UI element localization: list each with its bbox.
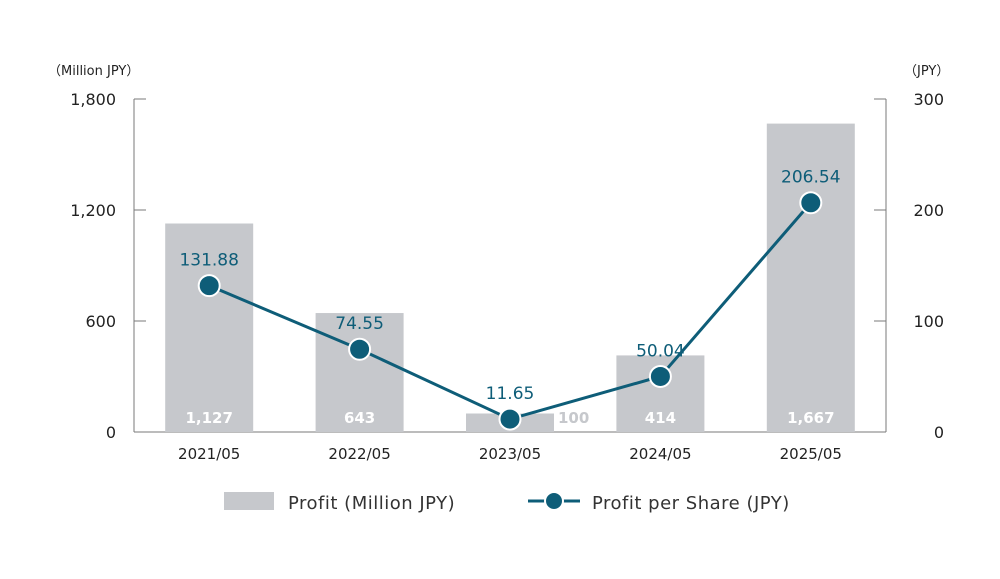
category-labels: 2021/05 2022/05 2023/05 2024/05 2025/05 [178,445,842,463]
right-axis-tick-label: 200 [913,201,944,220]
eps-point [498,407,522,431]
legend-bar-swatch [224,492,274,510]
x-axis-category-label: 2021/05 [178,445,240,463]
x-axis-category-label: 2024/05 [629,445,691,463]
x-axis-category-label: 2022/05 [328,445,390,463]
bar [315,313,404,432]
left-axis-tick-label: 600 [85,312,116,331]
eps-value-label: 11.65 [486,384,535,404]
bar-value-label: 414 [645,409,676,427]
right-axis-tick-label: 0 [934,423,944,442]
bar-value-label: 100 [558,409,589,427]
right-axis-tick-label: 300 [913,90,944,109]
legend-line-label: Profit per Share (JPY) [592,493,790,514]
bar-value-label: 1,127 [185,409,232,427]
legend: Profit (Million JPY) Profit per Share (J… [224,491,790,514]
right-axis-unit: （JPY） [904,64,949,79]
line-series: 131.88 74.55 11.65 50.04 206.54 [179,168,841,431]
eps-point [348,337,372,361]
eps-value-label: 206.54 [781,168,840,188]
eps-point [197,274,221,298]
axes: 0 600 1,200 1,800 0 100 200 300 [70,90,944,442]
bar-value-label: 643 [344,409,375,427]
eps-point [799,191,823,215]
legend-bar-label: Profit (Million JPY) [288,493,455,514]
right-axis-tick-label: 100 [913,312,944,331]
eps-value-label: 74.55 [335,314,384,334]
x-axis-category-label: 2023/05 [479,445,541,463]
bars: 1,127 643 100 414 1,667 [165,123,855,432]
legend-line-marker [544,491,564,511]
eps-point [648,364,672,388]
bar [165,223,254,432]
bar-value-label: 1,667 [787,409,834,427]
x-axis-category-label: 2025/05 [780,445,842,463]
left-axis-tick-label: 1,800 [70,90,116,109]
left-axis-tick-label: 0 [106,423,116,442]
left-axis-unit: （Million JPY） [48,64,139,79]
left-axis-tick-label: 1,200 [70,201,116,220]
bar [766,123,855,432]
eps-value-label: 50.04 [636,341,685,361]
eps-value-label: 131.88 [179,251,238,271]
